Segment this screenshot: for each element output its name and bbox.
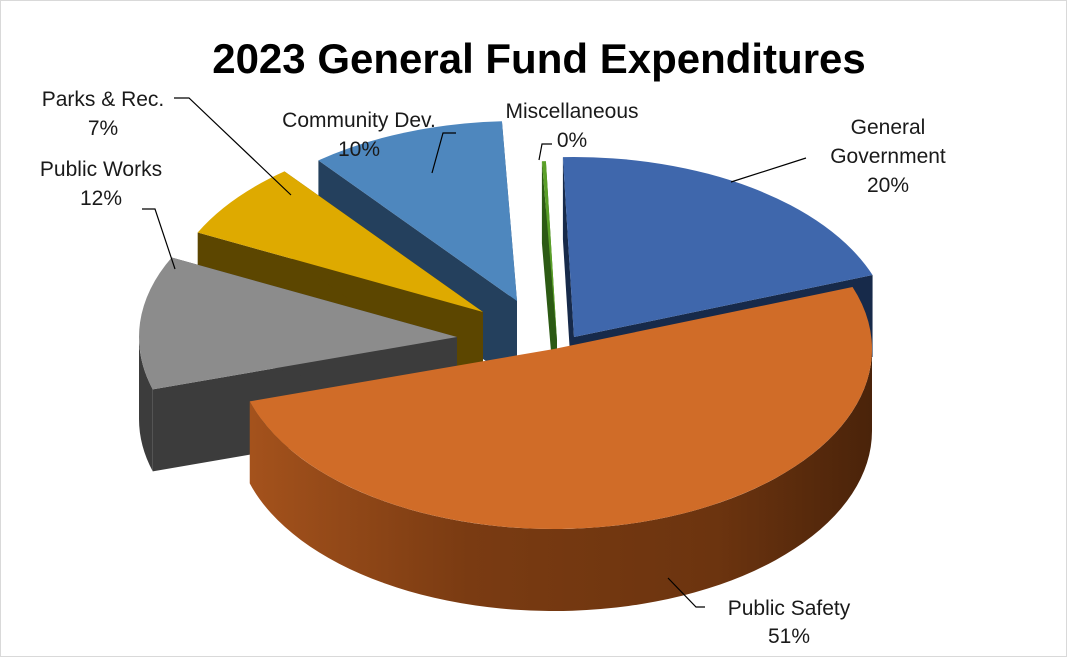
data-label-percent: 10%	[338, 138, 380, 161]
leader-line	[174, 97, 292, 196]
slice-top	[318, 121, 517, 301]
label-community-dev: Community Dev. 10%	[282, 109, 456, 174]
slice-top	[197, 171, 483, 312]
data-label-percent: 51%	[768, 625, 810, 648]
data-label-category: Public Safety	[728, 597, 851, 620]
data-label-category: Parks & Rec.	[42, 88, 165, 111]
data-label-percent: 0%	[557, 129, 587, 152]
data-label-category: General	[851, 116, 926, 139]
pie-slices	[139, 121, 873, 611]
slice-side	[139, 337, 153, 472]
data-label-category: Miscellaneous	[505, 100, 638, 123]
label-miscellaneous: Miscellaneous 0%	[505, 100, 639, 161]
leader-line	[730, 157, 807, 183]
chart-title: 2023 General Fund Expenditures	[212, 35, 866, 82]
data-label-percent: 12%	[80, 187, 122, 210]
leader-line	[431, 132, 456, 174]
slice-side	[249, 349, 873, 611]
slice-public-safety	[249, 287, 873, 611]
slice-top	[139, 257, 457, 390]
slice-top	[541, 161, 557, 341]
label-general-government: General Government 20%	[730, 116, 946, 197]
data-label-category: Community Dev.	[282, 109, 436, 132]
slice-top	[249, 287, 873, 529]
leader-line	[667, 577, 705, 608]
data-label-percent: 7%	[88, 117, 118, 140]
label-public-safety: Public Safety 51%	[667, 577, 851, 648]
data-label-category: Government	[830, 145, 946, 168]
leader-line	[538, 143, 552, 161]
data-label-percent: 20%	[867, 174, 909, 197]
data-label-category: Public Works	[40, 158, 162, 181]
leader-line	[142, 208, 176, 270]
slice-top	[562, 157, 873, 337]
label-parks-rec: Parks & Rec. 7%	[42, 88, 292, 196]
label-public-works: Public Works 12%	[40, 158, 176, 270]
